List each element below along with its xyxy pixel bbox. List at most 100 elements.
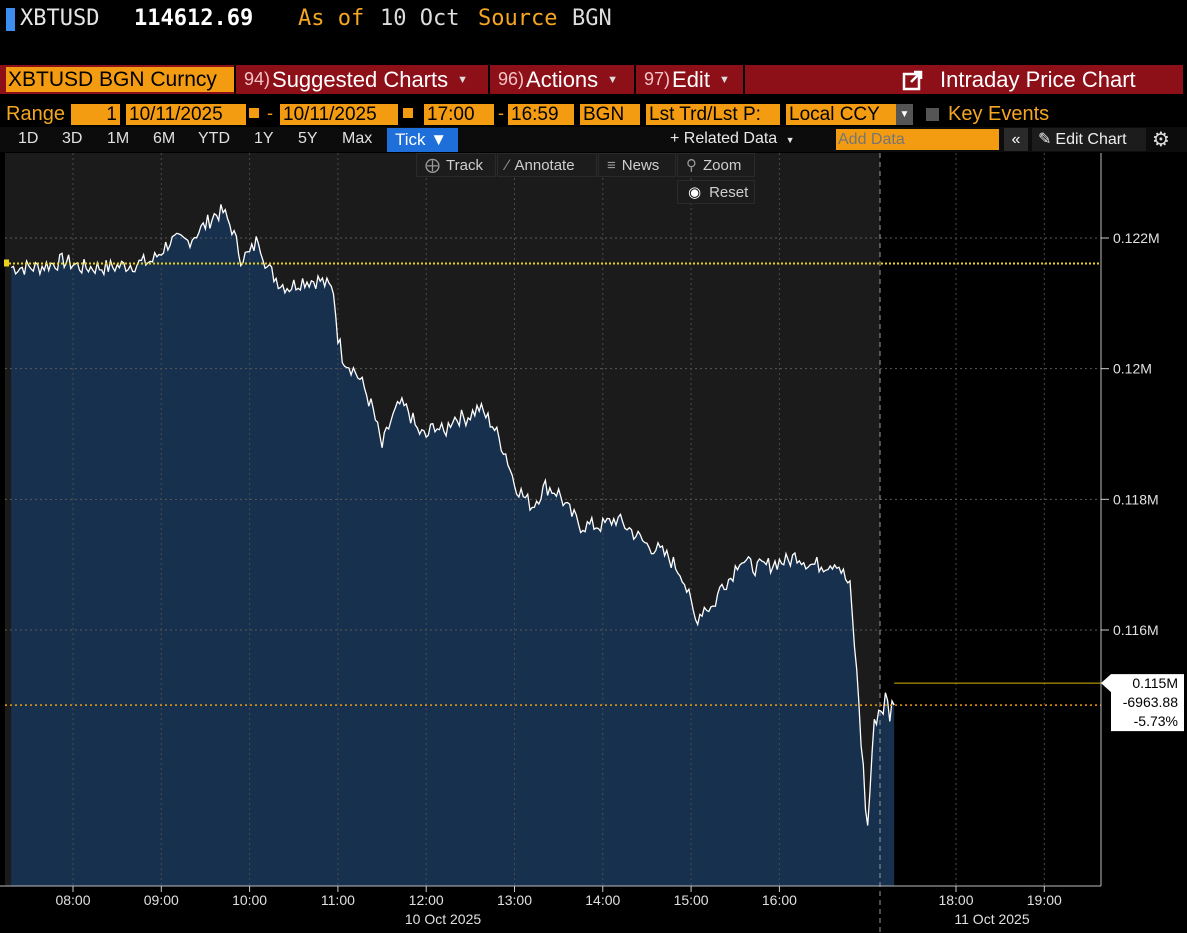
annotate-tool[interactable]: ∕ Annotate: [497, 153, 597, 177]
day-label: 10 Oct 2025: [405, 911, 481, 927]
annotate-label: Annotate: [514, 157, 575, 174]
price-line: [10, 204, 895, 826]
day-label: 11 Oct 2025: [954, 911, 1029, 927]
suggested-charts-menu[interactable]: 94) Suggested Charts ▼: [244, 65, 468, 94]
change-pct-label: -5.73%: [1134, 713, 1178, 729]
source-input[interactable]: BGN: [580, 104, 640, 125]
news-icon: ≡: [607, 157, 616, 174]
x-tick-label: 09:00: [144, 892, 179, 908]
edit-chart-button[interactable]: ✎ Edit Chart: [1032, 128, 1146, 151]
last-price: 114612.69: [134, 6, 254, 31]
x-tick-label: 15:00: [674, 892, 709, 908]
security-color-marker: [6, 8, 15, 31]
period-3d[interactable]: 3D: [62, 130, 83, 147]
chart-title[interactable]: Intraday Price Chart: [902, 65, 1136, 94]
as-of-value: 10 Oct: [380, 6, 460, 31]
price-chart[interactable]: 0.116M 0.118M 0.12M 0.122M 0.115M -6963.88 -5.…: [0, 153, 1187, 933]
x-tick-label: 19:00: [1027, 892, 1062, 908]
range-row: Range 1 10/11/2025 - 10/11/2025 17:00 - …: [0, 101, 1187, 126]
period-max[interactable]: Max: [342, 130, 373, 147]
collapse-icon[interactable]: «: [1004, 128, 1028, 151]
suggested-charts-number: 94): [244, 69, 271, 89]
function-menu-bar: XBTUSD BGN Curncy 94) Suggested Charts ▼…: [0, 65, 1183, 94]
range-period-input[interactable]: 1: [71, 104, 120, 125]
reference-level-marker: [4, 259, 9, 267]
period-toolbar: 1D 3D 1M 6M YTD 1Y 5Y Max Tick ▼ + Relat…: [0, 127, 1187, 152]
calendar-icon[interactable]: [248, 107, 260, 119]
suggested-charts-label: Suggested Charts: [272, 66, 449, 92]
x-tick-label: 10:00: [232, 892, 267, 908]
period-5y[interactable]: 5Y: [298, 130, 318, 147]
x-tick-label: 11:00: [321, 892, 355, 908]
last-value-box: [1101, 674, 1184, 732]
range-label: Range: [6, 103, 65, 125]
period-1y[interactable]: 1Y: [254, 130, 274, 147]
x-tick-label: 12:00: [409, 892, 444, 908]
x-tick-label: 13:00: [497, 892, 532, 908]
reset-icon: ◉: [688, 184, 702, 201]
actions-label: Actions: [526, 66, 599, 92]
last-value-label: 0.115M: [1132, 675, 1178, 691]
x-tick-label: 08:00: [55, 892, 90, 908]
start-time-input[interactable]: 17:00: [424, 104, 494, 125]
period-1m[interactable]: 1M: [107, 130, 130, 147]
gear-icon[interactable]: ⚙: [1152, 129, 1170, 151]
track-tool[interactable]: ⨁ Track: [416, 153, 496, 177]
calendar-icon[interactable]: [402, 107, 414, 119]
ticker-label: XBTUSD: [20, 6, 100, 31]
caret-down-icon: ▼: [457, 73, 469, 86]
key-events-checkbox[interactable]: [926, 108, 939, 121]
change-label: -6963.88: [1123, 694, 1178, 710]
actions-number: 96): [498, 69, 525, 89]
edit-number: 97): [644, 69, 671, 89]
as-of-label: As of: [298, 6, 365, 31]
track-label: Track: [446, 157, 483, 174]
source-value: BGN: [572, 6, 612, 31]
currency-dropdown-icon[interactable]: ▼: [896, 104, 913, 125]
security-header: XBTUSD 114612.69 As of 10 Oct Source BGN: [0, 0, 1187, 40]
period-1d[interactable]: 1D: [18, 130, 39, 147]
edit-label: Edit: [672, 66, 710, 92]
end-time-input[interactable]: 16:59: [508, 104, 574, 125]
x-tick-label: 16:00: [762, 892, 797, 908]
price-area: [11, 204, 895, 886]
x-tick-label: 18:00: [938, 892, 973, 908]
edit-chart-label: Edit Chart: [1055, 131, 1127, 148]
security-name-field[interactable]: XBTUSD BGN Curncy: [6, 67, 236, 92]
y-tick-label: 0.12M: [1113, 361, 1152, 377]
x-tick-label: 14:00: [585, 892, 620, 908]
reset-tool[interactable]: ◉ Reset: [677, 180, 755, 204]
range-dash: -: [267, 103, 273, 123]
y-tick-label: 0.118M: [1113, 491, 1159, 507]
key-events-label: Key Events: [948, 103, 1050, 125]
zoom-label: Zoom: [703, 157, 742, 174]
end-date-input[interactable]: 10/11/2025: [280, 104, 398, 125]
caret-down-icon: ▼: [607, 73, 619, 86]
zoom-tool[interactable]: ⚲ Zoom: [677, 153, 755, 177]
start-date-input[interactable]: 10/11/2025: [126, 104, 246, 125]
caret-down-icon: ▼: [785, 135, 795, 145]
annotate-icon: ∕: [506, 157, 509, 174]
currency-select[interactable]: Local CCY: [786, 104, 896, 125]
source-label: Source: [478, 6, 558, 31]
related-data-label: + Related Data: [670, 130, 778, 147]
add-data-input[interactable]: [836, 129, 999, 150]
reset-label: Reset: [709, 184, 749, 201]
price-chart-svg[interactable]: 0.116M 0.118M 0.12M 0.122M 0.115M -6963.88 -5.…: [0, 153, 1187, 933]
magnifier-icon: ⚲: [686, 157, 697, 174]
actions-menu[interactable]: 96) Actions ▼: [498, 65, 618, 94]
news-tool[interactable]: ≡ News: [598, 153, 676, 177]
time-dash: -: [498, 103, 504, 123]
pencil-icon: ✎: [1038, 131, 1052, 148]
tick-button[interactable]: Tick ▼: [387, 128, 458, 152]
edit-menu[interactable]: 97) Edit ▼: [644, 65, 730, 94]
popout-icon: [902, 70, 923, 90]
y-tick-label: 0.116M: [1113, 622, 1159, 638]
caret-down-icon: ▼: [718, 73, 730, 86]
after-hours-background: [880, 153, 1101, 886]
chart-title-text: Intraday Price Chart: [940, 66, 1136, 92]
period-ytd[interactable]: YTD: [198, 130, 230, 147]
period-6m[interactable]: 6M: [153, 130, 176, 147]
related-data-menu[interactable]: + Related Data ▼: [670, 130, 795, 148]
field-select[interactable]: Lst Trd/Lst P:: [646, 104, 780, 125]
